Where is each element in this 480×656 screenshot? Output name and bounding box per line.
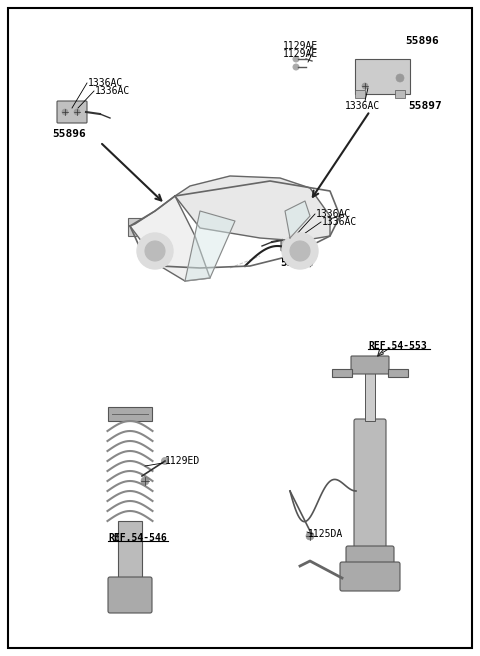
Bar: [332, 369, 352, 377]
Text: 1129AE: 1129AE: [283, 41, 318, 51]
Text: 1336AC: 1336AC: [95, 86, 130, 96]
Polygon shape: [185, 211, 235, 281]
Circle shape: [137, 233, 173, 269]
Bar: [395, 90, 405, 98]
FancyBboxPatch shape: [340, 562, 400, 591]
Text: 1336AC: 1336AC: [322, 217, 357, 227]
Bar: [108, 407, 152, 421]
Circle shape: [297, 237, 303, 243]
Circle shape: [74, 109, 80, 115]
Text: 1125DA: 1125DA: [308, 529, 343, 539]
Polygon shape: [175, 176, 330, 241]
Text: 1336AC: 1336AC: [345, 101, 380, 111]
Bar: [365, 371, 375, 421]
Circle shape: [141, 477, 149, 485]
Circle shape: [396, 74, 404, 82]
FancyBboxPatch shape: [354, 419, 386, 553]
Circle shape: [293, 64, 299, 70]
Polygon shape: [130, 196, 210, 281]
Bar: [355, 90, 365, 98]
Circle shape: [145, 241, 165, 261]
FancyBboxPatch shape: [57, 101, 87, 123]
Bar: [128, 218, 143, 236]
Circle shape: [282, 233, 318, 269]
Text: 55896: 55896: [280, 258, 314, 268]
Circle shape: [362, 83, 368, 89]
Circle shape: [285, 237, 291, 243]
Text: REF.54-553: REF.54-553: [368, 341, 427, 351]
Text: 55896: 55896: [405, 36, 439, 46]
Circle shape: [161, 457, 168, 464]
Bar: [118, 521, 142, 581]
Circle shape: [306, 532, 314, 540]
Text: 55897: 55897: [408, 101, 442, 111]
Bar: [388, 369, 408, 377]
FancyBboxPatch shape: [281, 229, 311, 251]
Polygon shape: [285, 201, 310, 238]
Text: REF.54-546: REF.54-546: [108, 533, 167, 543]
FancyBboxPatch shape: [108, 577, 152, 613]
Text: 1129AE: 1129AE: [283, 49, 318, 59]
Text: 1336AC: 1336AC: [88, 78, 123, 88]
Text: 1129ED: 1129ED: [165, 456, 200, 466]
Circle shape: [62, 109, 68, 115]
Circle shape: [290, 241, 310, 261]
Text: 55896: 55896: [52, 129, 86, 139]
FancyBboxPatch shape: [351, 356, 389, 374]
FancyBboxPatch shape: [346, 546, 394, 568]
Text: 1336AC: 1336AC: [316, 209, 351, 219]
Circle shape: [293, 56, 299, 62]
Bar: [355, 59, 410, 94]
